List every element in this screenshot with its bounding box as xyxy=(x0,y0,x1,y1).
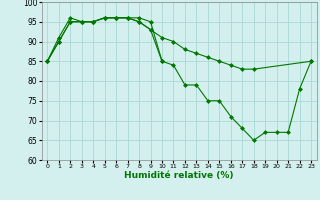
X-axis label: Humidité relative (%): Humidité relative (%) xyxy=(124,171,234,180)
